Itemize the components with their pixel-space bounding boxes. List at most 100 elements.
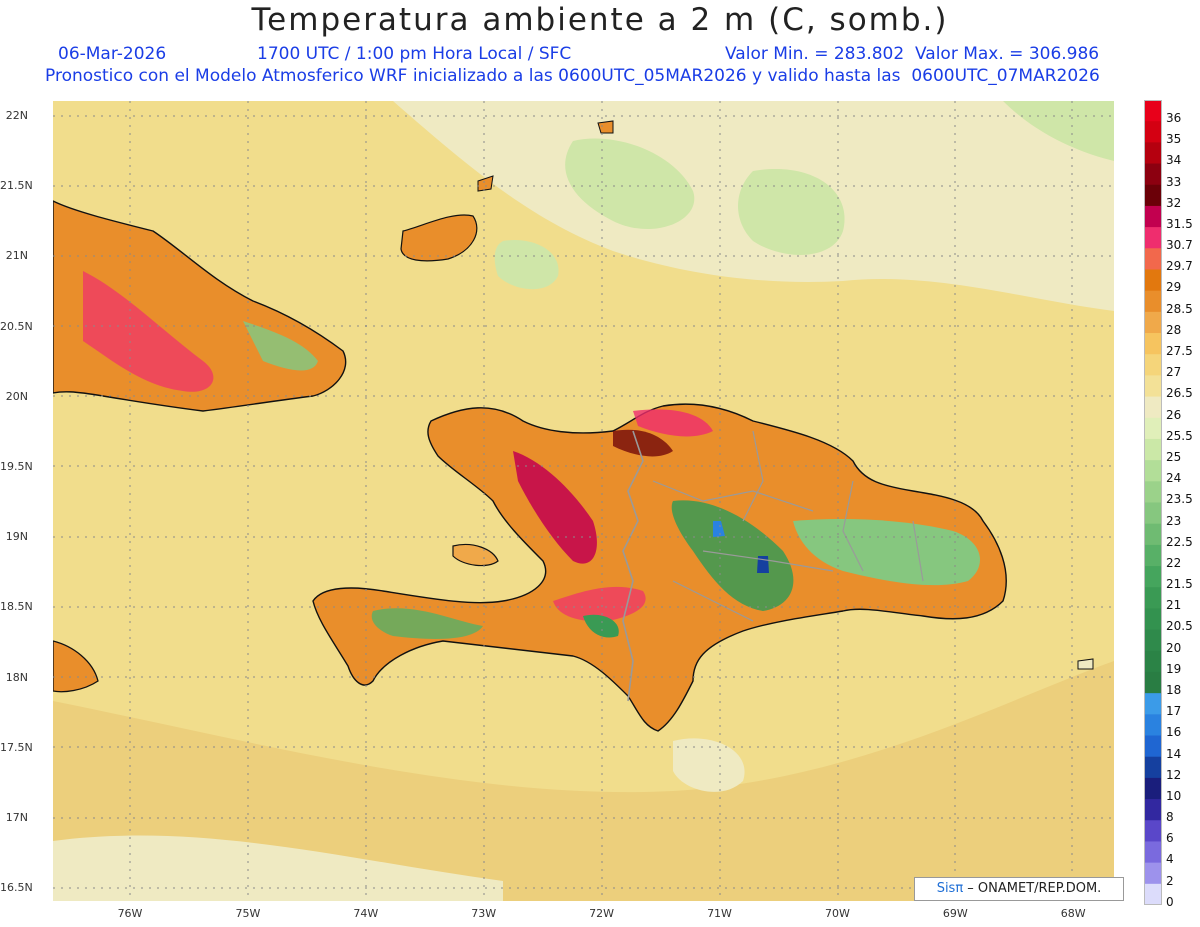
lat-label: 20N: [5, 389, 28, 403]
colorbar-swatch: [1144, 333, 1162, 355]
forecast-date: 06-Mar-2026: [58, 44, 167, 64]
jamaica-land: [53, 640, 99, 693]
colorbar-label: 20.5: [1166, 619, 1193, 634]
colorbar-label: 28: [1166, 322, 1182, 337]
colorbar-swatch: [1144, 396, 1162, 419]
lon-label: 74W: [353, 907, 379, 920]
colorbar-label: 32: [1166, 195, 1182, 210]
colorbar-swatch: [1144, 121, 1162, 143]
colorbar-swatch: [1144, 142, 1162, 165]
lat-label: 22N: [5, 109, 28, 122]
colorbar-swatch: [1144, 587, 1162, 609]
lat-label: 18N: [5, 670, 28, 684]
colorbar-swatch: [1144, 544, 1162, 567]
colorbar-label: 19: [1166, 661, 1182, 676]
colorbar-label: 25: [1166, 449, 1182, 464]
colorbar-label: 23: [1166, 513, 1182, 528]
colorbar-swatch: [1144, 248, 1162, 270]
colorbar-swatch: [1144, 523, 1162, 546]
lon-label: 71W: [707, 907, 732, 920]
colorbar-swatch: [1144, 841, 1162, 864]
map-title: Temperatura ambiente a 2 m (C, somb.): [251, 2, 949, 38]
lon-label: 69W: [942, 907, 968, 920]
credit-box: Sisπ – ONAMET/REP.DOM.: [914, 877, 1124, 901]
lat-label: 18.5N: [0, 600, 33, 614]
colorbar-label: 22.5: [1166, 534, 1193, 549]
colorbar-swatch: [1144, 100, 1162, 122]
colorbar-swatch: [1144, 502, 1162, 525]
colorbar-label: 4: [1166, 852, 1174, 867]
colorbar-label: 27: [1166, 365, 1182, 380]
lat-label: 21.5N: [0, 179, 33, 193]
forecast-time: 1700 UTC / 1:00 pm Hora Local / SFC: [257, 44, 572, 64]
colorbar-swatch: [1144, 693, 1162, 715]
colorbar-swatch: [1144, 671, 1162, 694]
colorbar-label: 34: [1166, 153, 1182, 168]
temperature-map: [53, 101, 1114, 901]
colorbar-label: 33: [1166, 174, 1182, 189]
colorbar-swatch: [1144, 714, 1162, 737]
colorbar-swatch: [1144, 650, 1162, 673]
colorbar-label: 21.5: [1166, 577, 1193, 592]
lon-label: 73W: [471, 907, 497, 920]
colorbar-swatch: [1144, 354, 1162, 376]
model-info: Pronostico con el Modelo Atmosferico WRF…: [45, 66, 1100, 86]
colorbar-swatch: [1144, 438, 1162, 461]
min-max-values: Valor Min. = 283.802 Valor Max. = 306.98…: [725, 44, 1100, 64]
colorbar-swatch: [1144, 862, 1162, 885]
colorbar-swatch: [1144, 883, 1162, 905]
colorbar-swatch: [1144, 417, 1162, 440]
colorbar-swatch: [1144, 269, 1162, 292]
colorbar-swatch: [1144, 290, 1162, 313]
colorbar-label: 18: [1166, 682, 1182, 697]
colorbar-label: 6: [1166, 831, 1174, 846]
colorbar-swatch: [1144, 311, 1162, 334]
colorbar-label: 31.5: [1166, 216, 1193, 231]
colorbar-swatch: [1144, 205, 1162, 228]
colorbar: [1144, 100, 1162, 905]
lon-label: 68W: [1060, 907, 1086, 920]
gonave-island: [452, 543, 499, 567]
colorbar-swatch: [1144, 777, 1162, 800]
colorbar-swatch: [1144, 566, 1162, 588]
lon-label: 76W: [117, 907, 143, 920]
colorbar-swatch: [1144, 481, 1162, 503]
colorbar-label: 27.5: [1166, 344, 1193, 359]
colorbar-swatch: [1144, 756, 1162, 779]
colorbar-label: 29: [1166, 280, 1182, 295]
lat-label: 17N: [5, 811, 28, 824]
lat-label: 20.5N: [0, 319, 33, 333]
colorbar-label: 29.7: [1166, 259, 1193, 274]
colorbar-swatch: [1144, 163, 1162, 186]
colorbar-label: 25.5: [1166, 428, 1193, 443]
colorbar-label: 0: [1166, 894, 1174, 909]
lat-label: 19N: [5, 530, 28, 544]
lat-label: 16.5N: [0, 881, 33, 895]
great-inagua: [400, 214, 478, 262]
colorbar-label: 23.5: [1166, 492, 1193, 507]
colorbar-swatch: [1144, 184, 1162, 207]
colorbar-label: 36: [1166, 111, 1182, 125]
colorbar-frame: [1144, 100, 1162, 905]
credit-text: – ONAMET/REP.DOM.: [963, 881, 1102, 896]
colorbar-label: 16: [1166, 725, 1182, 740]
colorbar-swatch: [1144, 227, 1162, 249]
colorbar-label: 2: [1166, 873, 1174, 888]
colorbar-swatch: [1144, 608, 1162, 631]
colorbar-label: 17: [1166, 704, 1182, 719]
lat-label: 19.5N: [0, 460, 33, 473]
colorbar-label: 28.5: [1166, 301, 1193, 316]
colorbar-swatch: [1144, 799, 1162, 821]
colorbar-label: 10: [1166, 788, 1182, 803]
colorbar-label: 20: [1166, 640, 1182, 655]
colorbar-label: 14: [1166, 746, 1182, 761]
lon-label: 70W: [824, 907, 850, 920]
sispi-logo: Sisπ: [936, 881, 964, 896]
colorbar-label: 30.7: [1166, 238, 1193, 253]
colorbar-swatch: [1144, 820, 1162, 842]
lat-label: 17.5N: [0, 740, 33, 754]
colorbar-label: 22: [1166, 555, 1182, 570]
colorbar-swatch: [1144, 375, 1162, 398]
lon-label: 72W: [589, 907, 615, 920]
colorbar-swatch: [1144, 460, 1162, 482]
